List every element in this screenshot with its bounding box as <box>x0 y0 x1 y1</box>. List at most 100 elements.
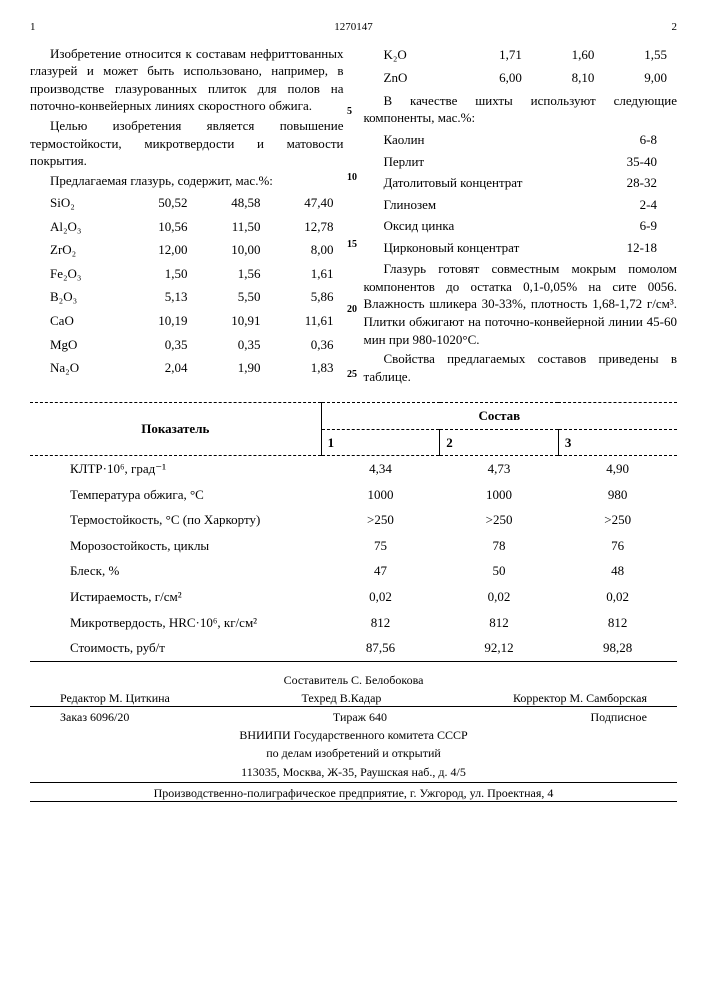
table-row: Na₂O 2,04 1,90 1,83 <box>30 356 344 380</box>
prop-v2: 4,73 <box>440 456 559 482</box>
prop-label: Стоимость, руб/т <box>30 635 321 661</box>
oxide-label: MgO <box>30 333 125 357</box>
prop-label: Температура обжига, °С <box>30 482 321 508</box>
footer-tirage: Тираж 640 <box>333 709 387 725</box>
component-label: Датолитовый концентрат <box>364 172 601 194</box>
table-row: K₂O 1,71 1,60 1,55 <box>364 43 678 67</box>
component-range: 12-18 <box>600 237 677 259</box>
val1: 1,71 <box>459 43 532 67</box>
left-column: Изобретение относится к составам нефритт… <box>30 43 344 387</box>
page-header: 1 1270147 2 <box>30 20 677 35</box>
val1: 6,00 <box>459 66 532 90</box>
prop-label: Микротвердость, HRC·10⁶, кг/см² <box>30 610 321 636</box>
oxide-label: Al₂O₃ <box>30 215 125 239</box>
val3: 1,83 <box>271 356 344 380</box>
prop-v2: 0,02 <box>440 584 559 610</box>
oxide-label: SiO₂ <box>30 191 125 215</box>
val2: 1,90 <box>198 356 271 380</box>
table-row: Глинозем 2-4 <box>364 194 678 216</box>
val1: 5,13 <box>125 285 198 309</box>
footer-subscription: Подписное <box>591 709 648 725</box>
table-row: Стоимость, руб/т 87,56 92,12 98,28 <box>30 635 677 661</box>
col-3: 3 <box>558 429 677 456</box>
prop-label: КЛТР·10⁶, град⁻¹ <box>30 456 321 482</box>
val1: 0,35 <box>125 333 198 357</box>
val1: 10,19 <box>125 309 198 333</box>
val2: 1,60 <box>532 43 605 67</box>
table-row: Температура обжига, °С 1000 1000 980 <box>30 482 677 508</box>
table-row: Оксид цинка 6-9 <box>364 215 678 237</box>
oxide-label: B₂O₃ <box>30 285 125 309</box>
val1: 1,50 <box>125 262 198 286</box>
prop-v3: >250 <box>558 507 677 533</box>
footer-order: Заказ 6096/20 <box>60 709 129 725</box>
para-shikhta-intro: В качестве шихты используют следующие ко… <box>364 92 678 127</box>
prop-v1: 75 <box>321 533 440 559</box>
prop-v3: 98,28 <box>558 635 677 661</box>
val1: 10,56 <box>125 215 198 239</box>
col-1: 1 <box>321 429 440 456</box>
table-row: Цирконовый концентрат 12-18 <box>364 237 678 259</box>
oxide-label: K₂O <box>364 43 460 67</box>
oxide-label: Fe₂O₃ <box>30 262 125 286</box>
val2: 0,35 <box>198 333 271 357</box>
prop-v1: 812 <box>321 610 440 636</box>
para-goal: Целью изобретения является повышение тер… <box>30 117 344 170</box>
val3: 5,86 <box>271 285 344 309</box>
col-compound: Состав <box>321 403 677 430</box>
prop-v3: 812 <box>558 610 677 636</box>
component-label: Глинозем <box>364 194 601 216</box>
component-label: Каолин <box>364 129 601 151</box>
table-row: Морозостойкость, циклы 75 78 76 <box>30 533 677 559</box>
val2: 1,56 <box>198 262 271 286</box>
table-row: ZnO 6,00 8,10 9,00 <box>364 66 678 90</box>
table-row: ZrO₂ 12,00 10,00 8,00 <box>30 238 344 262</box>
footer-org1: ВНИИПИ Государственного комитета СССР <box>30 727 677 743</box>
table-row: Каолин 6-8 <box>364 129 678 151</box>
page-num-left: 1 <box>30 20 36 35</box>
table-row: Блеск, % 47 50 48 <box>30 558 677 584</box>
prop-v2: 92,12 <box>440 635 559 661</box>
prop-v2: >250 <box>440 507 559 533</box>
val3: 11,61 <box>271 309 344 333</box>
component-label: Перлит <box>364 151 601 173</box>
table-row: SiO₂ 50,52 48,58 47,40 <box>30 191 344 215</box>
footer-tech: Техред В.Кадар <box>301 690 381 706</box>
body-columns: 5 10 15 20 25 Изобретение относится к со… <box>30 43 677 387</box>
para-glaze-intro: Предлагаемая глазурь, содержит, мас.%: <box>30 172 344 190</box>
prop-label: Морозостойкость, циклы <box>30 533 321 559</box>
val2: 10,00 <box>198 238 271 262</box>
prop-v3: 48 <box>558 558 677 584</box>
val1: 50,52 <box>125 191 198 215</box>
prop-v1: 1000 <box>321 482 440 508</box>
glaze-table: SiO₂ 50,52 48,58 47,40Al₂O₃ 10,56 11,50 … <box>30 191 344 379</box>
val2: 10,91 <box>198 309 271 333</box>
para-intro: Изобретение относится к составам нефритт… <box>30 45 344 115</box>
footer-author: Составитель С. Белобокова <box>30 672 677 688</box>
col-2: 2 <box>440 429 559 456</box>
component-range: 2-4 <box>600 194 677 216</box>
table-row: Al₂O₃ 10,56 11,50 12,78 <box>30 215 344 239</box>
prop-v2: 1000 <box>440 482 559 508</box>
prop-v3: 980 <box>558 482 677 508</box>
table-row: CaO 10,19 10,91 11,61 <box>30 309 344 333</box>
val3: 0,36 <box>271 333 344 357</box>
val2: 8,10 <box>532 66 605 90</box>
prop-v1: 0,02 <box>321 584 440 610</box>
footer-plant: Производственно-полиграфическое предприя… <box>30 785 677 802</box>
col-indicator: Показатель <box>30 403 321 456</box>
component-label: Цирконовый концентрат <box>364 237 601 259</box>
component-range: 35-40 <box>600 151 677 173</box>
table-row: Датолитовый концентрат 28-32 <box>364 172 678 194</box>
val3: 1,55 <box>604 43 677 67</box>
prop-v1: >250 <box>321 507 440 533</box>
prop-v3: 4,90 <box>558 456 677 482</box>
val3: 12,78 <box>271 215 344 239</box>
val3: 47,40 <box>271 191 344 215</box>
val3: 1,61 <box>271 262 344 286</box>
right-column: K₂O 1,71 1,60 1,55ZnO 6,00 8,10 9,00 В к… <box>364 43 678 387</box>
table-row: Перлит 35-40 <box>364 151 678 173</box>
para-props-intro: Свойства предлагаемых составов приведены… <box>364 350 678 385</box>
val3: 8,00 <box>271 238 344 262</box>
footer-address: 113035, Москва, Ж-35, Раушская наб., д. … <box>30 764 677 783</box>
